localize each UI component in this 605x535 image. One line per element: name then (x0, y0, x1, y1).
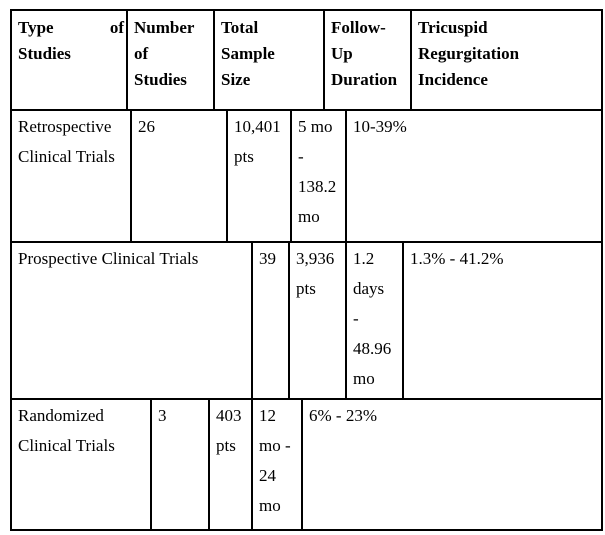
cell-tr-incidence: 6% - 23% (309, 406, 377, 425)
cell-study-type: Randomized Clinical Trials (12, 400, 152, 529)
cell-total-sample-size: 403 pts (210, 400, 253, 529)
cell-tr-incidence: 10-39% (353, 117, 407, 136)
header-cell-number-of-studies: Number of Studies (128, 11, 215, 109)
cell-follow-up-duration: 12 mo - 24 mo (253, 400, 303, 529)
cell-follow-up-duration: 1.2 days - 48.96 mo (347, 243, 404, 398)
cell-number-of-studies: 3 (152, 400, 210, 529)
cell-number-of-studies: 26 (132, 111, 228, 241)
cell-total-sample-size: 3,936 pts (290, 243, 347, 398)
cell-total-sample-size: 10,401 pts (228, 111, 292, 241)
clinical-trials-table: Type of Studies Number of Studies Total … (10, 9, 603, 531)
cell-study-type: Prospective Clinical Trials (12, 243, 253, 398)
header-cell-type-of-studies: Type of Studies (12, 11, 128, 109)
header-cell-tricuspid-regurgitation-incidence: Tricuspid Regurgitation Incidence (418, 18, 520, 89)
table-row-retrospective: Retrospective Clinical Trials 26 10,401 … (12, 109, 601, 241)
header-cell-total-sample-size: Total Sample Size (215, 11, 325, 109)
table-header-row: Type of Studies Number of Studies Total … (12, 11, 601, 109)
cell-follow-up-duration: 5 mo - 138.2 mo (292, 111, 347, 241)
cell-tr-incidence: 1.3% - 41.2% (410, 249, 504, 268)
cell-number-of-studies: 39 (253, 243, 290, 398)
table-row-prospective: Prospective Clinical Trials 39 3,936 pts… (12, 241, 601, 398)
cell-study-type: Retrospective Clinical Trials (12, 111, 132, 241)
table-row-randomized: Randomized Clinical Trials 3 403 pts 12 … (12, 398, 601, 529)
header-cell-follow-up-duration: Follow- Up Duration (325, 11, 412, 109)
